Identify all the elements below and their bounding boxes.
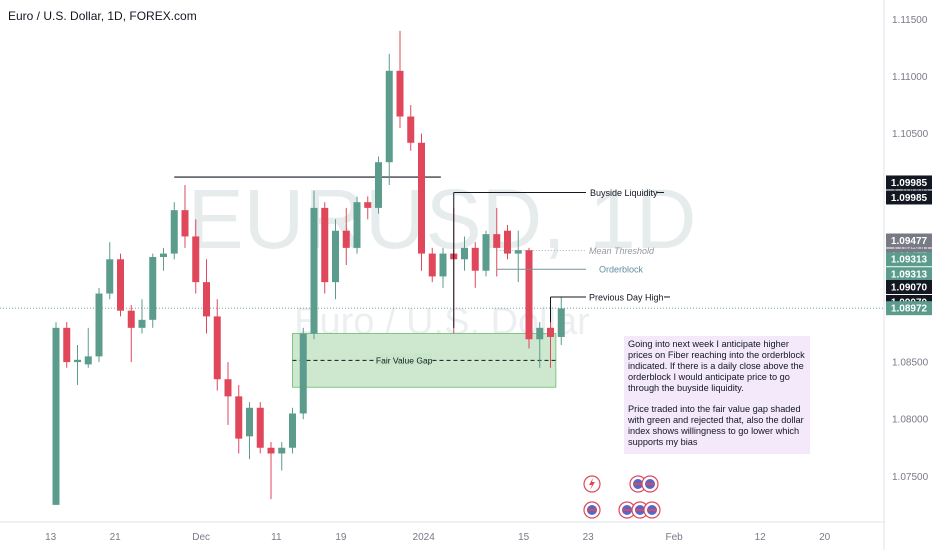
candle-body (74, 359, 81, 363)
candle-body (342, 230, 350, 248)
candle-body (504, 230, 511, 254)
candle-body (418, 142, 425, 254)
candle-body (52, 327, 60, 505)
candle-body (160, 253, 167, 258)
chart-header-title: Euro / U.S. Dollar, 1D, FOREX.com (8, 9, 197, 23)
candle-body (310, 207, 318, 334)
candle-body (106, 259, 114, 294)
candle-body (224, 379, 232, 397)
us-flag-icon (635, 509, 645, 511)
candle-body (117, 259, 124, 311)
candle-body (267, 447, 275, 454)
candle-body (353, 202, 361, 248)
x-tick-label: Dec (192, 532, 210, 543)
buyside-liquidity-label: Buyside Liquidity (590, 188, 658, 198)
candle-body (127, 310, 135, 328)
candle-body (138, 319, 146, 328)
price-label-text: 1.08972 (891, 304, 928, 315)
candle-body (213, 316, 221, 380)
candle-body (547, 327, 554, 337)
price-label-badge (886, 175, 932, 190)
us-flag-icon (645, 483, 655, 485)
candle-body (364, 202, 372, 208)
x-tick-label: 19 (335, 532, 347, 543)
price-label-badge (886, 279, 932, 294)
candle-body (375, 162, 382, 208)
mean-threshold-label: Mean Threshold (589, 246, 655, 256)
x-tick-label: 11 (271, 532, 282, 543)
candle-body (149, 257, 157, 320)
candle-body (461, 247, 468, 260)
candle-body (84, 356, 92, 365)
fair-value-gap-label: Fair Value Gap (376, 355, 433, 365)
candle-body (557, 308, 565, 337)
price-label-text: 1.09313 (891, 255, 928, 266)
candle-body (246, 407, 253, 437)
candle-body (192, 236, 200, 283)
candle-body (536, 327, 544, 340)
candle-body (482, 234, 490, 271)
us-flag-icon (587, 509, 597, 511)
candle-body (170, 210, 178, 254)
price-label-badge (886, 301, 932, 316)
candle-body (299, 333, 307, 414)
x-tick-label: 13 (45, 532, 57, 543)
us-flag-icon (622, 509, 632, 511)
price-label-badge (886, 252, 932, 267)
candle-body (396, 70, 404, 117)
us-flag-icon (633, 483, 643, 485)
price-label-text: 1.09985 (891, 193, 928, 204)
candle-body (439, 253, 447, 277)
us-flag-icon (647, 509, 657, 511)
price-label-text: 1.09070 (891, 282, 928, 293)
candle-body (471, 247, 479, 271)
price-label-text: 1.09313 (891, 270, 928, 281)
price-label-text: 1.09477 (891, 236, 928, 247)
fair-value-gap-label-bg (376, 353, 433, 366)
candle-body (181, 210, 189, 237)
candle-body (203, 282, 210, 317)
x-tick-label: 21 (110, 532, 122, 543)
analysis-note-paragraph-1: Going into next week I anticipate higher… (628, 339, 805, 393)
candle-body (278, 447, 286, 454)
y-tick-label: 1.07500 (892, 472, 929, 483)
x-tick-label: Feb (666, 532, 684, 543)
candle-body (289, 413, 296, 448)
y-tick-label: 1.10500 (892, 129, 929, 140)
y-tick-label: 1.11500 (892, 15, 928, 26)
candle-body (95, 293, 103, 357)
x-tick-label: 12 (755, 532, 767, 543)
candle-body (332, 230, 339, 283)
x-tick-label: 20 (819, 532, 831, 543)
candle-body (321, 207, 329, 283)
orderblock-label: Orderblock (599, 265, 644, 275)
price-label-text: 1.09985 (891, 178, 928, 189)
analysis-note-paragraph-2: Price traded into the fair value gap sha… (628, 404, 804, 447)
price-label-badge (886, 233, 932, 248)
candle-body (493, 234, 501, 248)
candle-body (385, 70, 393, 163)
candle-body (525, 250, 533, 340)
candle-body (235, 396, 243, 439)
x-tick-label: 23 (583, 532, 595, 543)
analysis-note: Going into next week I anticipate higher… (624, 336, 810, 454)
candle-body (428, 253, 436, 277)
candle-body (407, 116, 415, 143)
lightning-event-icon (589, 478, 595, 490)
y-tick-label: 1.11000 (892, 72, 928, 83)
candle-body (63, 327, 71, 363)
x-tick-label: 15 (518, 532, 530, 543)
price-label-badge (886, 190, 932, 205)
x-tick-label: 2024 (413, 532, 436, 543)
y-tick-label: 1.08000 (892, 415, 929, 426)
y-tick-label: 1.08500 (892, 358, 929, 369)
candle-body (256, 407, 264, 448)
candle-body (514, 250, 522, 254)
watermark-symbol: EURUSD, 1D (188, 172, 697, 266)
price-label-badge (886, 267, 932, 282)
previous-day-high-label: Previous Day High (589, 292, 664, 302)
